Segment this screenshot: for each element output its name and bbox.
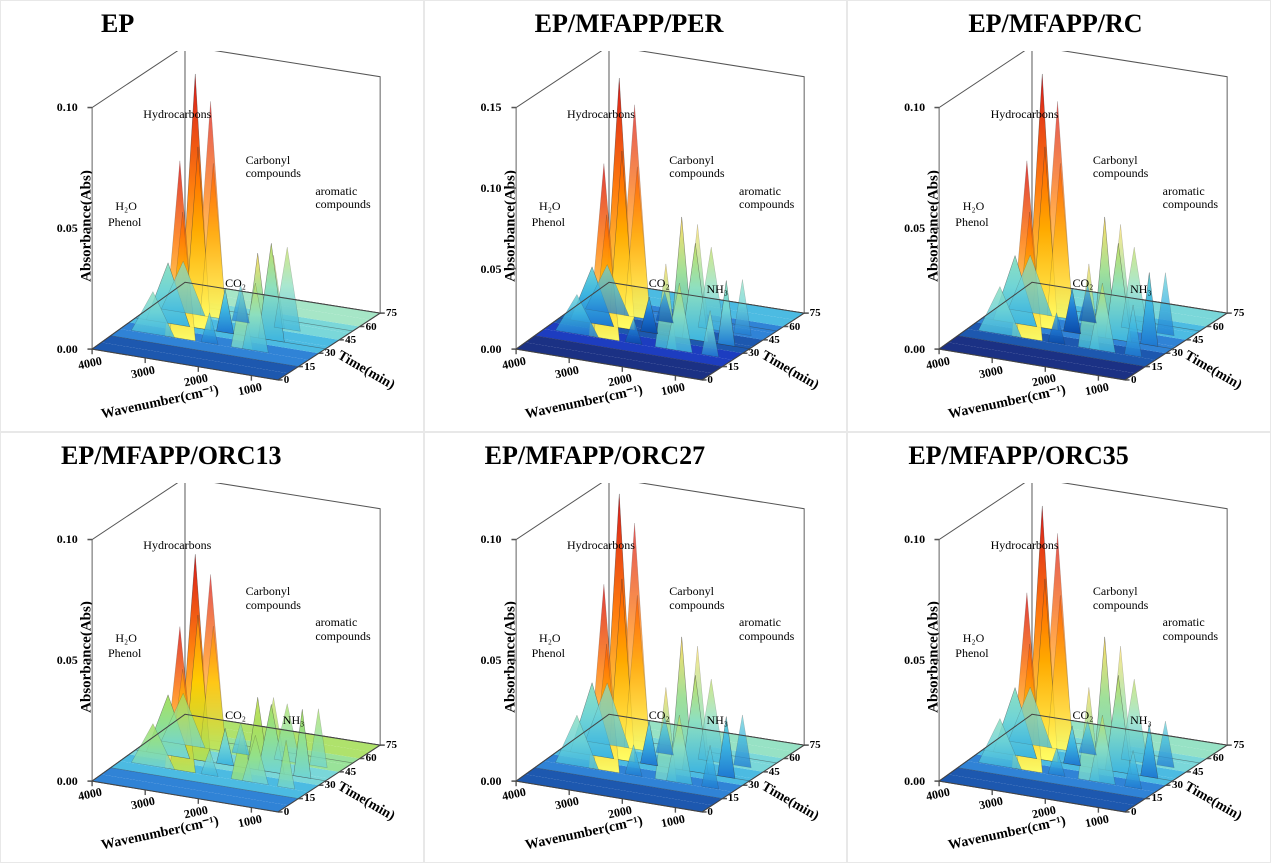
annotation-nh3: NH₃ [1130, 283, 1152, 296]
annotation-co2: CO₂ [649, 277, 670, 290]
panel-grid: EP [0, 0, 1271, 863]
panel-EP_MFAPP_RC: EP/MFAPP/RC [847, 0, 1271, 432]
plot-area: 0.000.050.10400030002000100001530456075H… [888, 51, 1260, 401]
panel-title: EP/MFAPP/ORC13 [61, 441, 281, 471]
plot-area: 0.000.050.10400030002000100001530456075H… [465, 483, 837, 833]
plot-area: 0.000.050.10400030002000100001530456075H… [41, 51, 413, 401]
annotation-h2o: H₂O [963, 632, 985, 645]
annotation-hydrocarbons: Hydrocarbons [991, 539, 1059, 552]
annotation-hydrocarbons: Hydrocarbons [143, 108, 211, 121]
annotation-carbonyl: Carbonylcompounds [246, 585, 301, 611]
annotation-hydrocarbons: Hydrocarbons [567, 108, 635, 121]
annotation-aromatic: aromaticcompounds [739, 616, 794, 642]
panel-title: EP [101, 9, 134, 39]
plot-area: 0.000.050.100.15400030002000100001530456… [465, 51, 837, 401]
panel-title: EP/MFAPP/ORC35 [908, 441, 1128, 471]
annotation-aromatic: aromaticcompounds [739, 185, 794, 211]
plot-area: 0.000.050.10400030002000100001530456075H… [888, 483, 1260, 833]
plot-area: 0.000.050.10400030002000100001530456075H… [41, 483, 413, 833]
annotation-hydrocarbons: Hydrocarbons [143, 539, 211, 552]
annotation-nh3: NH₃ [706, 283, 728, 296]
annotation-phenol: Phenol [108, 216, 141, 229]
annotation-nh3: NH₃ [706, 714, 728, 727]
annotation-h2o: H₂O [539, 632, 561, 645]
panel-EP_MFAPP_ORC27: EP/MFAPP/ORC27 [424, 432, 848, 863]
annotation-h2o: H₂O [115, 632, 137, 645]
annotation-phenol: Phenol [955, 647, 988, 660]
panel-EP_MFAPP_PER: EP/MFAPP/PER [424, 0, 848, 432]
annotation-hydrocarbons: Hydrocarbons [991, 108, 1059, 121]
annotation-aromatic: aromaticcompounds [315, 616, 370, 642]
annotation-h2o: H₂O [539, 200, 561, 213]
annotation-co2: CO₂ [1072, 277, 1093, 290]
annotation-nh3: NH₃ [283, 714, 305, 727]
panel-title: EP/MFAPP/ORC27 [485, 441, 705, 471]
annotation-co2: CO₂ [1072, 709, 1093, 722]
annotation-co2: CO₂ [225, 709, 246, 722]
panel-title: EP/MFAPP/PER [535, 9, 724, 39]
panel-title: EP/MFAPP/RC [968, 9, 1142, 39]
annotation-aromatic: aromaticcompounds [1163, 185, 1218, 211]
annotation-phenol: Phenol [108, 647, 141, 660]
annotation-co2: CO₂ [649, 709, 670, 722]
panel-EP_MFAPP_ORC13: EP/MFAPP/ORC13 [0, 432, 424, 863]
annotation-hydrocarbons: Hydrocarbons [567, 539, 635, 552]
annotation-h2o: H₂O [963, 200, 985, 213]
annotation-aromatic: aromaticcompounds [1163, 616, 1218, 642]
annotation-carbonyl: Carbonylcompounds [246, 154, 301, 180]
annotation-co2: CO₂ [225, 277, 246, 290]
annotation-phenol: Phenol [955, 216, 988, 229]
annotation-nh3: NH₃ [1130, 714, 1152, 727]
annotation-carbonyl: Carbonylcompounds [1093, 154, 1148, 180]
panel-EP: EP [0, 0, 424, 432]
annotation-phenol: Phenol [532, 216, 565, 229]
panel-EP_MFAPP_ORC35: EP/MFAPP/ORC35 [847, 432, 1271, 863]
annotation-carbonyl: Carbonylcompounds [669, 585, 724, 611]
annotation-aromatic: aromaticcompounds [315, 185, 370, 211]
annotation-h2o: H₂O [115, 200, 137, 213]
annotation-carbonyl: Carbonylcompounds [1093, 585, 1148, 611]
annotation-phenol: Phenol [532, 647, 565, 660]
annotation-carbonyl: Carbonylcompounds [669, 154, 724, 180]
